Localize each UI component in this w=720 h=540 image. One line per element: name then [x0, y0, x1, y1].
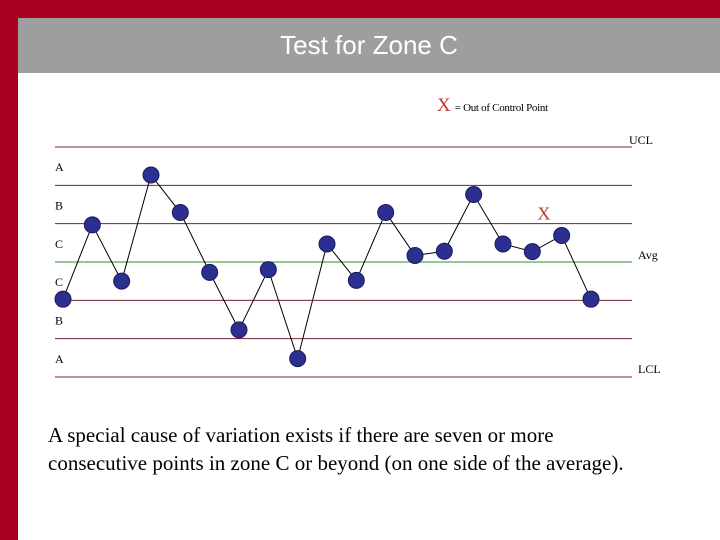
data-point [289, 350, 307, 368]
data-point [435, 242, 453, 260]
zone-label-c: C [55, 237, 63, 251]
data-point [465, 186, 483, 204]
data-point [201, 263, 219, 281]
data-point [406, 246, 424, 264]
data-point [523, 243, 541, 261]
series-line [62, 173, 592, 361]
accent-bar-top [18, 0, 720, 18]
data-point [494, 235, 512, 253]
out-of-control-marker: X [537, 204, 550, 224]
data-point [230, 321, 248, 339]
line-label-avg: Avg [638, 248, 658, 262]
zone-label-a: A [55, 160, 64, 174]
line-label-ucl: UCL [629, 133, 653, 147]
accent-bar-left [0, 0, 18, 540]
data-point [171, 204, 189, 222]
title-bar: Test for Zone C [18, 18, 720, 73]
line-label-lcl: LCL [638, 362, 661, 376]
data-point [347, 271, 365, 289]
data-point [259, 261, 277, 279]
data-point [113, 272, 131, 290]
data-point [142, 166, 160, 184]
data-point [318, 235, 336, 253]
legend: X = Out of Control Point [437, 95, 548, 117]
data-point [54, 290, 72, 308]
zone-label-c: C [55, 275, 63, 289]
slide-title: Test for Zone C [280, 30, 458, 60]
data-point [83, 216, 101, 234]
caption: A special cause of variation exists if t… [48, 423, 624, 475]
legend-marker: X [437, 95, 451, 116]
control-chart: UCL Avg LCL A B C C B A X [54, 133, 661, 378]
data-point [553, 227, 571, 245]
zone-label-b: B [55, 199, 63, 213]
data-point [582, 290, 600, 308]
data-point [377, 204, 395, 222]
zone-label-b: B [55, 314, 63, 328]
zone-label-a: A [55, 352, 64, 366]
legend-text: = Out of Control Point [454, 102, 548, 114]
